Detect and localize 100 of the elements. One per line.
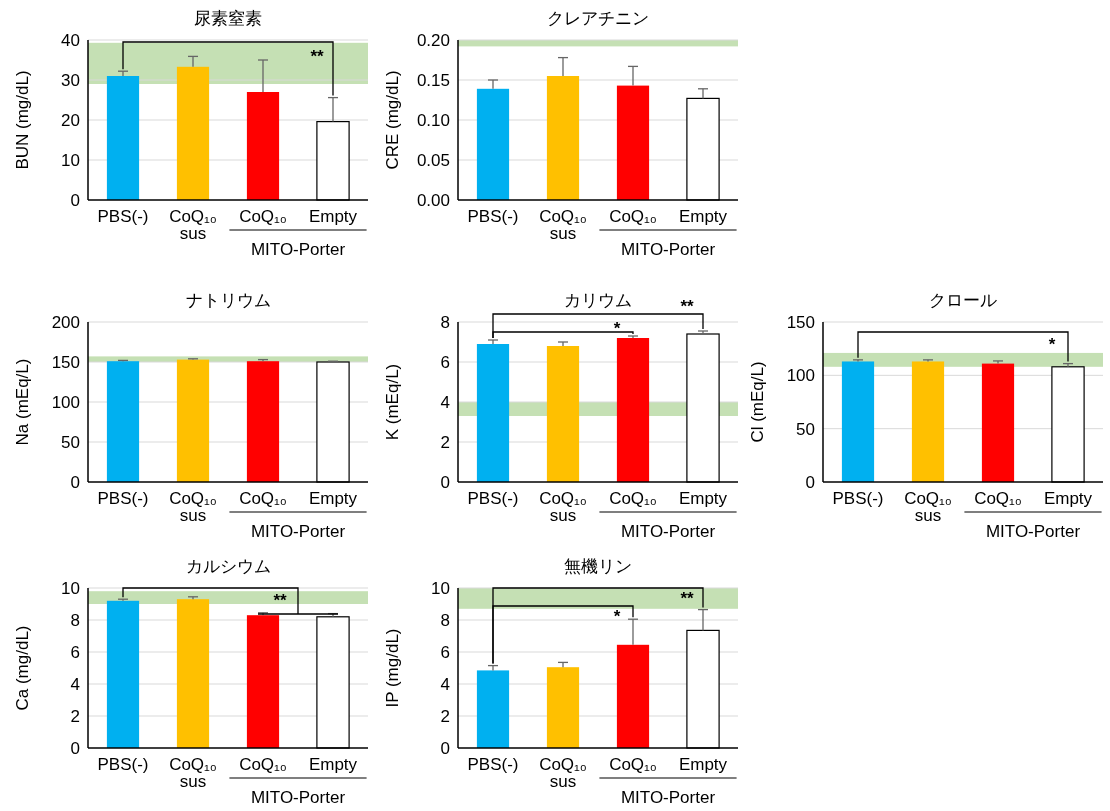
y-tick-label: 20 [61, 111, 80, 130]
y-axis-title: Ca (mg/dL) [13, 625, 32, 711]
y-tick-label: 100 [51, 393, 80, 412]
x-tick-label: CoQ₁₀ sus [904, 489, 952, 525]
bar [106, 600, 140, 748]
y-axis-title: Cl (mEq/L) [748, 361, 767, 443]
annotation: ** [273, 591, 287, 610]
y-tick-label: 10 [61, 579, 80, 598]
y-tick-label: 2 [440, 433, 450, 452]
y-axis-title: BUN (mg/dL) [13, 70, 32, 170]
y-tick-label: 0 [70, 473, 80, 492]
bar [246, 615, 280, 748]
x-tick-label: CoQ₁₀ [239, 755, 287, 774]
x-tick-label: CoQ₁₀ sus [169, 489, 217, 525]
y-tick-label: 150 [786, 313, 815, 332]
x-tick-label: CoQ₁₀ [609, 207, 657, 226]
x-tick-label: Empty [1043, 489, 1093, 508]
annotation: ** [310, 47, 324, 66]
y-axis-title: IP (mg/dL) [383, 628, 402, 708]
y-tick-label: 0 [70, 739, 80, 758]
y-tick-label: 50 [61, 433, 80, 452]
bar [106, 76, 140, 200]
y-tick-label: 0 [440, 739, 450, 758]
y-tick-label: 0.20 [416, 31, 450, 50]
y-tick-label: 10 [431, 579, 450, 598]
y-tick-label: 0.05 [416, 151, 450, 170]
y-tick-label: 8 [70, 611, 80, 630]
y-tick-label: 10 [61, 151, 80, 170]
annotation: * [1048, 335, 1056, 354]
chart-title: カリウム [564, 291, 632, 310]
y-tick-label: 30 [61, 71, 80, 90]
text: MITO-Porter [620, 788, 716, 807]
x-tick-label: PBS(-) [832, 489, 884, 508]
x-tick-label: Empty [678, 489, 728, 508]
x-tick-label: Empty [308, 755, 358, 774]
x-tick-label: Empty [678, 755, 728, 774]
x-tick-label: PBS(-) [97, 489, 149, 508]
x-tick-label: CoQ₁₀ sus [539, 755, 587, 791]
annotation: * [613, 607, 621, 626]
chart-title: ナトリウム [185, 291, 271, 310]
x-tick-label: PBS(-) [97, 755, 149, 774]
x-tick-label: Empty [308, 207, 358, 226]
y-tick-label: 0.10 [416, 111, 450, 130]
x-tick-label: CoQ₁₀ [974, 489, 1022, 508]
bar [176, 66, 210, 200]
y-tick-label: 4 [70, 675, 80, 694]
y-tick-label: 2 [70, 707, 80, 726]
y-tick-label: 0.15 [416, 71, 450, 90]
annotation: ** [680, 589, 694, 608]
text: MITO-Porter [250, 788, 346, 807]
x-tick-label: CoQ₁₀ [609, 489, 657, 508]
y-axis-title: Na (mEq/L) [13, 358, 32, 446]
y-tick-label: 6 [440, 643, 450, 662]
bar [246, 92, 280, 200]
x-tick-label: PBS(-) [467, 489, 519, 508]
y-tick-label: 4 [440, 675, 450, 694]
text: MITO-Porter [620, 522, 716, 541]
y-tick-label: 0 [805, 473, 815, 492]
chart-title: クレアチニン [547, 9, 649, 28]
text: MITO-Porter [250, 522, 346, 541]
y-tick-label: 6 [440, 353, 450, 372]
y-tick-label: 8 [440, 313, 450, 332]
y-tick-label: 0 [440, 473, 450, 492]
y-tick-label: 4 [440, 393, 450, 412]
bar [176, 599, 210, 748]
y-tick-label: 2 [440, 707, 450, 726]
x-tick-label: PBS(-) [467, 755, 519, 774]
y-tick-label: 200 [51, 313, 80, 332]
x-tick-label: CoQ₁₀ [609, 755, 657, 774]
text: MITO-Porter [985, 522, 1081, 541]
chart-title: カルシウム [185, 557, 271, 576]
chart-title: 尿素窒素 [194, 9, 262, 28]
x-tick-label: Empty [308, 489, 358, 508]
bar [546, 667, 580, 748]
chart-title: クロール [929, 291, 997, 310]
x-tick-label: CoQ₁₀ sus [169, 207, 217, 243]
x-tick-label: CoQ₁₀ sus [169, 755, 217, 791]
y-tick-label: 150 [51, 353, 80, 372]
x-tick-label: Empty [678, 207, 728, 226]
x-tick-label: CoQ₁₀ [239, 489, 287, 508]
text: MITO-Porter [250, 240, 346, 259]
x-tick-label: CoQ₁₀ sus [539, 207, 587, 243]
chart-title: 無機リン [564, 557, 632, 576]
x-tick-label: CoQ₁₀ sus [539, 489, 587, 525]
y-tick-label: 8 [440, 611, 450, 630]
y-axis-title: CRE (mg/dL) [383, 70, 402, 170]
text: ** [680, 297, 694, 316]
y-tick-label: 50 [796, 419, 815, 439]
y-tick-label: 0.00 [416, 191, 450, 210]
annotation: * [613, 319, 621, 338]
x-tick-label: PBS(-) [467, 207, 519, 226]
y-tick-label: 100 [786, 366, 815, 386]
x-tick-label: PBS(-) [97, 207, 149, 226]
bar [616, 644, 650, 748]
y-tick-label: 0 [70, 191, 80, 210]
y-axis-title: K (mEq/L) [383, 363, 402, 441]
text: MITO-Porter [620, 240, 716, 259]
x-tick-label: CoQ₁₀ [239, 207, 287, 226]
y-tick-label: 40 [61, 31, 80, 50]
bar [476, 670, 510, 748]
